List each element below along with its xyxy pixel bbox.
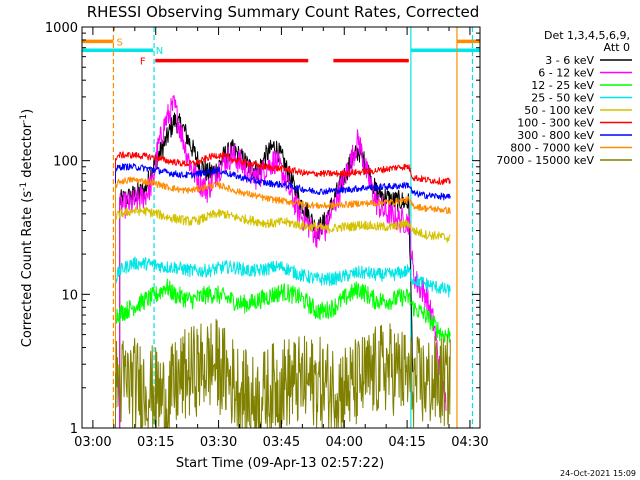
legend-entry-label: 25 - 50 keV [531, 92, 594, 105]
y-tick-label: 10 [61, 288, 78, 303]
legend-entry-label: 6 - 12 keV [538, 67, 594, 80]
flag-label-n: N [156, 46, 163, 57]
x-axis: 03:00 03:15 03:30 03:45 04:00 04:15 04:30 [74, 27, 489, 450]
chart-title: RHESSI Observing Summary Count Rates, Co… [87, 3, 480, 21]
x-tick-label: 03:30 [200, 435, 237, 450]
legend-entry-label: 100 - 300 keV [517, 117, 594, 130]
x-tick-label: 03:00 [74, 435, 111, 450]
series-line-5 [115, 151, 451, 428]
legend-entry-label: 3 - 6 keV [545, 54, 594, 67]
series-line-2 [115, 278, 451, 428]
legend-entry-label: 12 - 25 keV [531, 79, 594, 92]
series-line-4 [115, 206, 451, 428]
legend-entry-label: 800 - 7000 keV [510, 142, 594, 155]
series-line-8 [115, 318, 451, 428]
x-tick-label: 04:15 [388, 435, 425, 450]
series-line-1 [119, 94, 447, 428]
y-tick-label: 1 [70, 422, 78, 437]
legend-header-detectors: Det 1,3,4,5,6,9, [544, 29, 630, 42]
flag-bars: S NF [82, 37, 480, 68]
legend-entry-label: 50 - 100 keV [524, 104, 594, 117]
flag-label-s: S [117, 37, 123, 48]
legend-entry-label: 300 - 800 keV [517, 129, 594, 142]
series-layer [115, 94, 451, 428]
legend-header-attenuator: Att 0 [604, 41, 630, 54]
y-axis: 1 10 100 1000 [45, 21, 480, 437]
series-line-0 [119, 112, 414, 428]
legend-entry-label: 7000 - 15000 keV [496, 154, 594, 167]
x-tick-label: 03:15 [137, 435, 174, 450]
series-line-3 [115, 256, 451, 428]
y-axis-label: Corrected Count Rate (s-1 detector-1) [19, 109, 35, 347]
series-line-6 [115, 163, 451, 428]
y-tick-label: 1000 [45, 21, 78, 36]
x-tick-label: 04:30 [451, 435, 488, 450]
series-line-7 [115, 176, 451, 428]
x-axis-label: Start Time (09-Apr-13 02:57:22) [176, 456, 384, 471]
x-tick-label: 04:00 [326, 435, 363, 450]
y-tick-label: 100 [53, 155, 78, 170]
flag-label-f: F [140, 57, 146, 68]
footer-timestamp: 24-Oct-2021 15:09 [560, 469, 636, 478]
x-tick-label: 03:45 [263, 435, 300, 450]
